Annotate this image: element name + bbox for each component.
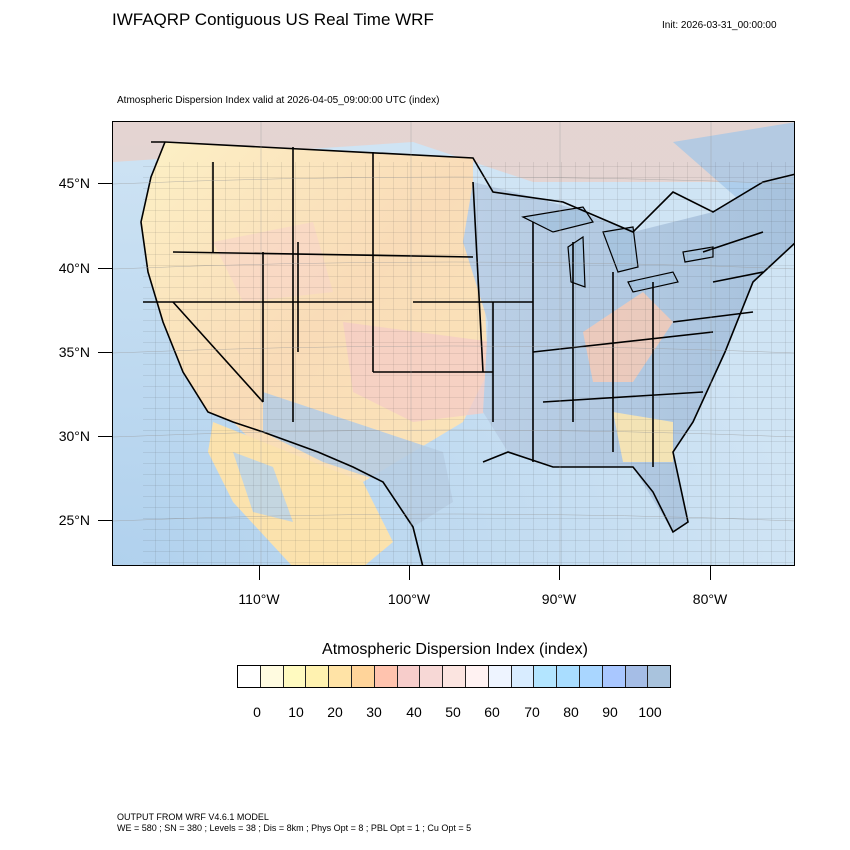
colorbar-title: Atmospheric Dispersion Index (index) — [322, 641, 588, 658]
colorbar-label: 40 — [406, 704, 422, 720]
colorbar-swatch — [283, 666, 307, 687]
colorbar-swatch — [374, 666, 398, 687]
colorbar-label: 30 — [366, 704, 382, 720]
init-time: Init: 2026-03-31_00:00:00 — [662, 20, 777, 31]
colorbar-swatch — [648, 666, 671, 687]
colorbar-swatch — [625, 666, 649, 687]
colorbar-swatch — [557, 666, 580, 687]
lon-label: 110°W — [238, 591, 280, 607]
colorbar-swatch — [534, 666, 558, 687]
colorbar-swatch — [306, 666, 330, 687]
lat-label: 45°N — [58, 175, 90, 191]
lat-label: 35°N — [58, 344, 90, 360]
footer-line-1: OUTPUT FROM WRF V4.6.1 MODEL — [117, 812, 269, 822]
lat-label: 25°N — [58, 512, 90, 528]
lon-label: 100°W — [387, 591, 431, 607]
lon-label: 90°W — [541, 591, 577, 607]
colorbar-swatch — [579, 666, 603, 687]
model-footer: OUTPUT FROM WRF V4.6.1 MODEL WE = 580 ; … — [117, 812, 471, 834]
colorbar-swatch — [329, 666, 352, 687]
lon-label: 80°W — [692, 591, 728, 607]
colorbar-swatch — [488, 666, 512, 687]
colorbar-swatch — [238, 666, 261, 687]
map-svg — [113, 122, 794, 565]
colorbar-label: 0 — [253, 704, 261, 720]
colorbar-swatch — [397, 666, 421, 687]
colorbar-label: 60 — [484, 704, 500, 720]
colorbar — [237, 665, 671, 688]
colorbar-swatch — [351, 666, 375, 687]
lat-label: 40°N — [58, 260, 90, 276]
colorbar-swatch — [602, 666, 626, 687]
footer-line-2: WE = 580 ; SN = 380 ; Levels = 38 ; Dis … — [117, 823, 472, 833]
colorbar-label: 100 — [638, 704, 662, 720]
colorbar-label: 50 — [445, 704, 461, 720]
colorbar-label: 90 — [602, 704, 618, 720]
field-subtitle: Atmospheric Dispersion Index valid at 20… — [117, 95, 440, 106]
colorbar-swatch — [443, 666, 466, 687]
colorbar-swatch — [511, 666, 535, 687]
colorbar-swatch — [420, 666, 444, 687]
colorbar-swatch — [465, 666, 489, 687]
colorbar-label: 80 — [563, 704, 579, 720]
colorbar-label: 70 — [524, 704, 540, 720]
lat-label: 30°N — [58, 428, 90, 444]
map-panel — [112, 121, 795, 566]
colorbar-label: 10 — [288, 704, 304, 720]
colorbar-label: 20 — [327, 704, 343, 720]
chart-title: IWFAQRP Contiguous US Real Time WRF — [112, 10, 434, 29]
colorbar-swatch — [260, 666, 284, 687]
